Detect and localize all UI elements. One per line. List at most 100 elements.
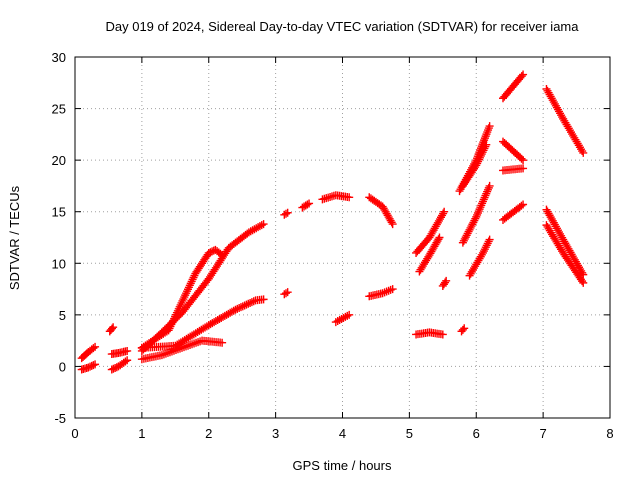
data-point (189, 273, 198, 282)
data-point (579, 278, 588, 287)
data-point (473, 209, 482, 218)
data-point (121, 357, 130, 366)
data-point (345, 310, 354, 319)
data-point (172, 310, 181, 319)
data-point (479, 195, 488, 204)
series-arc-30 (542, 84, 588, 157)
data-point (479, 247, 488, 256)
series-arc-11 (280, 208, 292, 219)
data-point (458, 238, 467, 247)
data-point (485, 181, 494, 190)
series-arc-27 (499, 137, 528, 165)
x-axis-label: GPS time / hours (293, 458, 392, 473)
data-point (484, 183, 493, 192)
series-arc-24 (458, 181, 494, 247)
data-point (517, 201, 526, 210)
data-point (519, 156, 528, 165)
data-point (440, 207, 449, 216)
data-point (439, 209, 448, 218)
data-point (343, 311, 352, 320)
data-point (167, 320, 176, 329)
data-point (281, 289, 290, 298)
data-point (216, 249, 225, 258)
data-point (474, 207, 483, 216)
x-tick-label: 5 (406, 426, 413, 441)
y-tick-label: 15 (52, 205, 66, 220)
data-point (231, 305, 240, 314)
data-point (188, 275, 197, 284)
y-tick-label: 30 (52, 50, 66, 65)
data-point (469, 218, 478, 227)
data-point (388, 285, 397, 294)
data-point (259, 220, 268, 229)
data-point (485, 122, 494, 131)
data-point (468, 220, 477, 229)
y-axis-label: SDTVAR / TECUs (7, 185, 22, 290)
data-point (480, 245, 489, 254)
data-point (485, 235, 494, 244)
data-point (176, 300, 185, 309)
series-arc-8 (137, 295, 268, 352)
data-point (435, 233, 444, 242)
data-point (463, 229, 472, 238)
data-point (259, 295, 268, 304)
series-arc-31 (542, 205, 588, 279)
data-point (242, 300, 251, 309)
data-point (109, 323, 118, 332)
data-point (91, 342, 100, 351)
data-point (185, 281, 194, 290)
x-tick-label: 1 (138, 426, 145, 441)
y-tick-label: -5 (54, 411, 66, 426)
data-point (467, 222, 476, 231)
data-point (475, 205, 484, 214)
data-point (249, 297, 258, 306)
data-point (236, 303, 245, 312)
x-tick-label: 7 (540, 426, 547, 441)
series-arc-10 (280, 288, 292, 299)
data-point (170, 314, 179, 323)
data-point (479, 146, 488, 155)
data-point (89, 361, 98, 370)
series-arc-23 (458, 140, 491, 190)
data-point (173, 306, 182, 315)
series-arc-15 (365, 285, 397, 301)
data-point (442, 276, 451, 285)
data-point (240, 301, 249, 310)
data-point (441, 278, 450, 287)
series-arc-4 (107, 346, 132, 359)
y-tick-label: 0 (59, 359, 66, 374)
data-point (387, 218, 396, 227)
data-point (91, 360, 100, 369)
data-point (438, 330, 447, 339)
tick-layer: 0 1 2 3 4 5 6 7 8 -5 0 5 10 15 20 25 30 (52, 50, 614, 441)
data-point (238, 302, 247, 311)
series-arc-25 (465, 235, 494, 280)
data-point (171, 312, 180, 321)
data-point (168, 318, 177, 327)
data-point (165, 324, 174, 333)
data-point (123, 356, 132, 365)
x-tick-label: 6 (473, 426, 480, 441)
series-arc-17 (412, 328, 447, 339)
data-point (461, 233, 470, 242)
data-point (281, 209, 290, 218)
data-point (123, 346, 132, 355)
data-point (178, 296, 187, 305)
data-point (484, 237, 493, 246)
data-point (477, 150, 486, 159)
data-point (471, 214, 480, 223)
data-point (483, 187, 492, 196)
series-arc-32 (542, 221, 588, 287)
data-point (460, 234, 469, 243)
data-point (172, 308, 181, 317)
data-point (517, 154, 526, 163)
series-arc-1 (77, 342, 100, 363)
x-tick-label: 4 (339, 426, 346, 441)
series-arc-13 (318, 191, 354, 204)
series-arc-14 (331, 310, 354, 327)
data-point (480, 193, 489, 202)
data-point (478, 248, 487, 257)
data-point (183, 285, 192, 294)
data-point (345, 193, 354, 202)
